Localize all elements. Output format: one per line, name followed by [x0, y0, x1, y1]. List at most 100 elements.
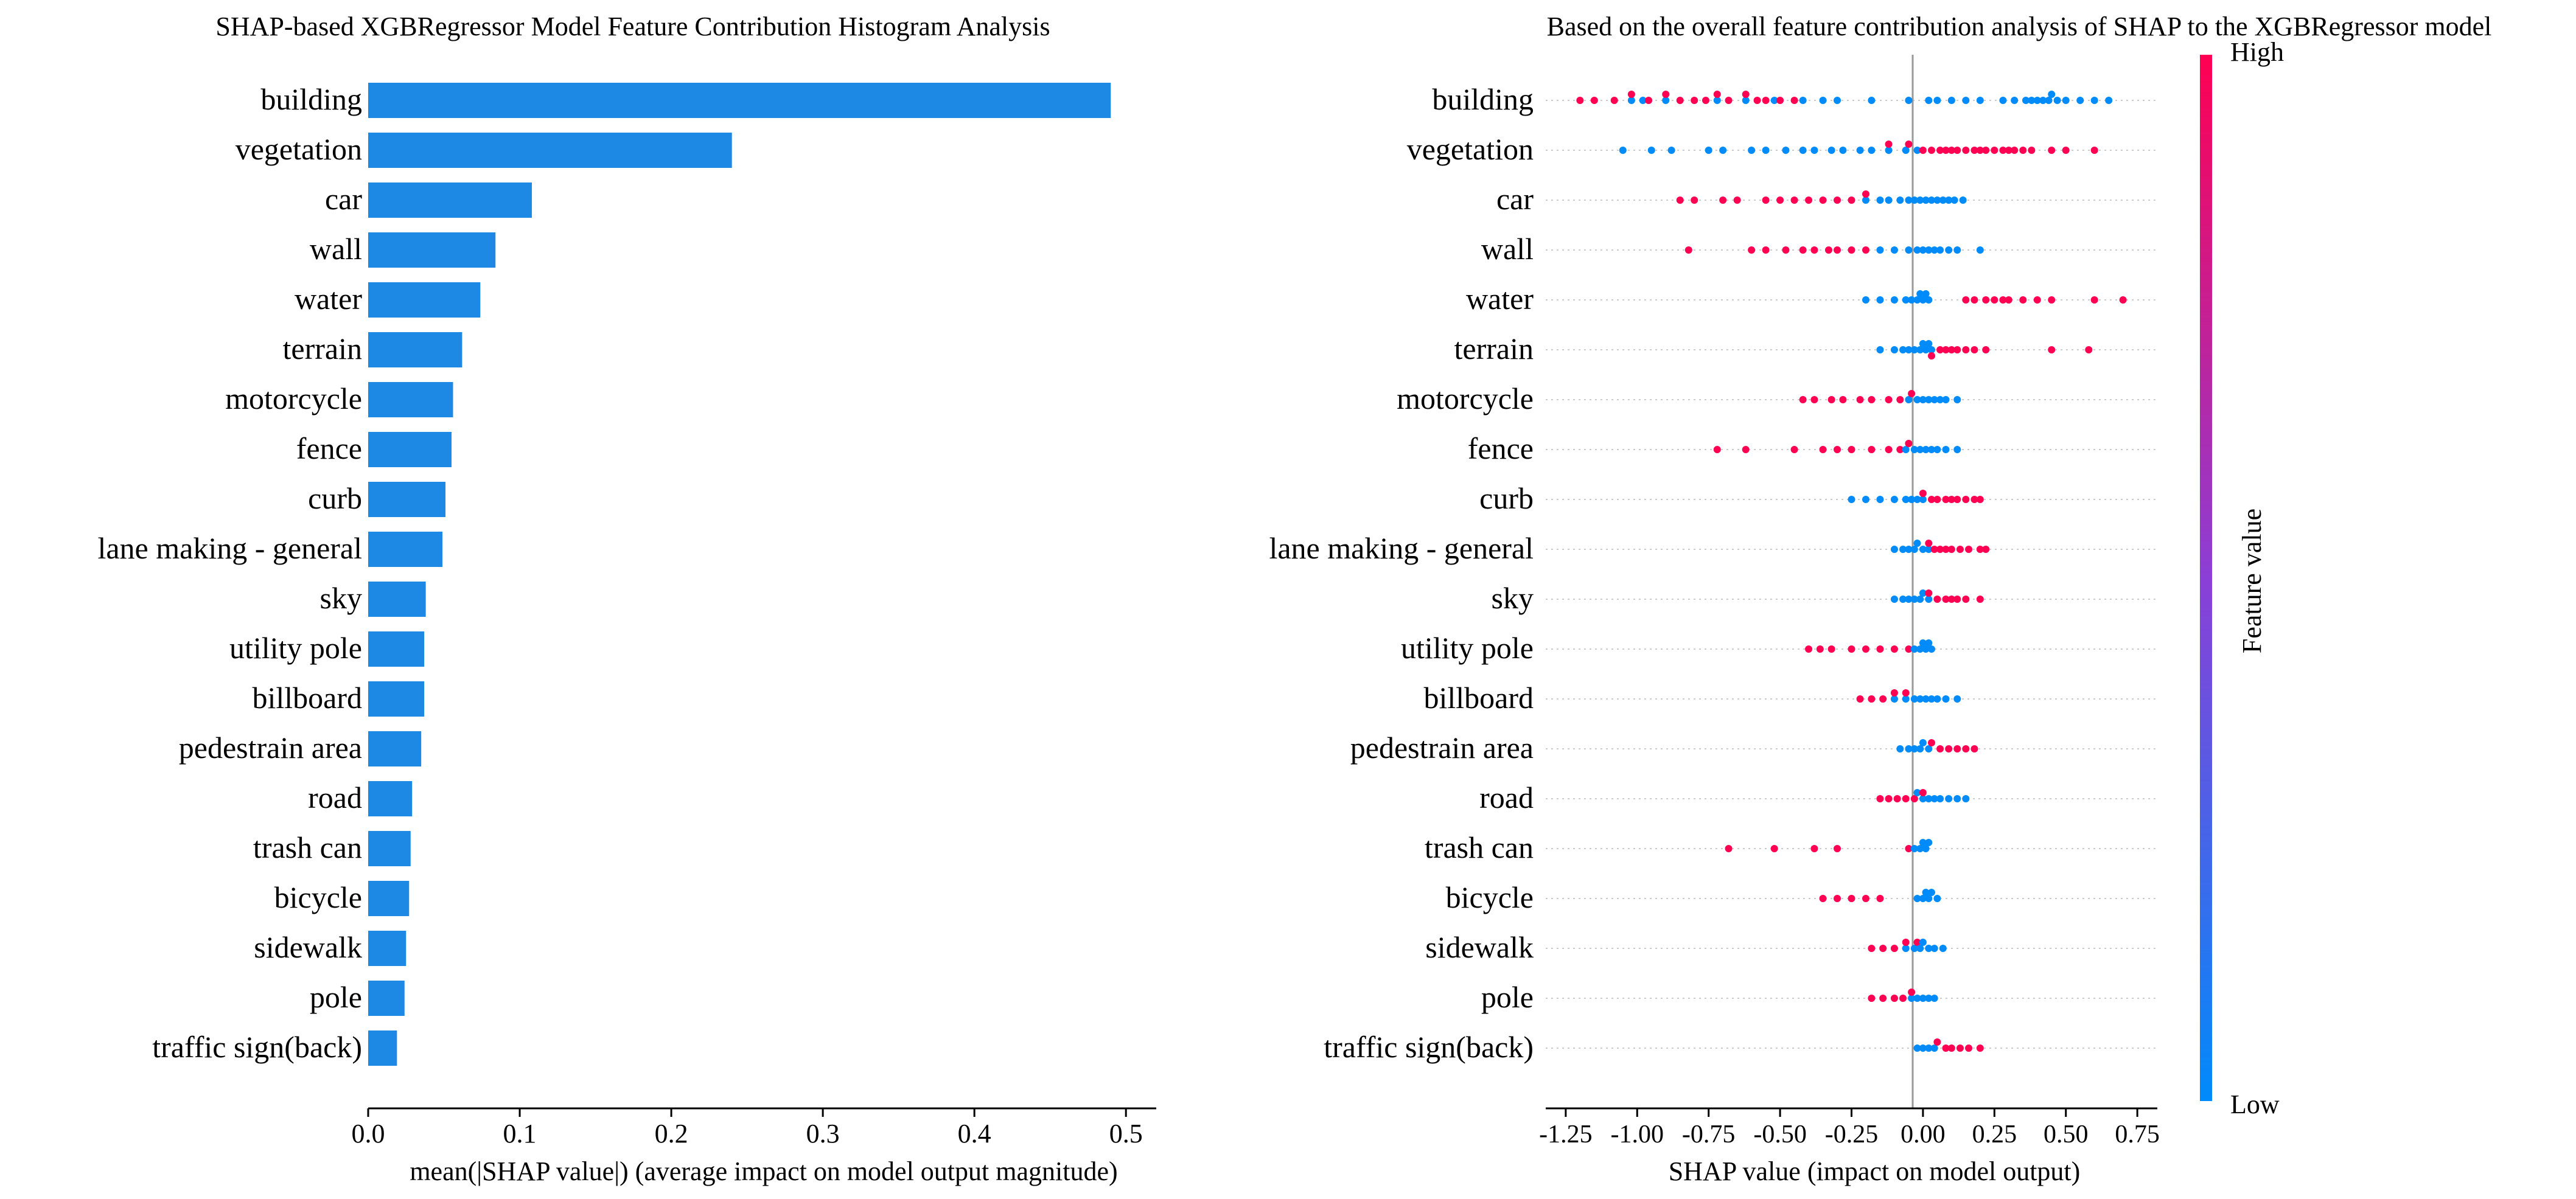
shap-point [1770, 845, 1778, 852]
shap-point [1927, 695, 1935, 703]
shap-point [1916, 845, 1924, 852]
shap-point [1930, 1044, 1938, 1052]
bar [368, 83, 1111, 118]
shap-point [1790, 446, 1798, 453]
shap-point [1868, 945, 1876, 952]
shap-point [1908, 390, 1916, 397]
shap-point [1776, 196, 1784, 204]
shap-point [1999, 147, 2007, 154]
shap-point [1927, 446, 1935, 453]
beeswarm-y-tick-label: sidewalk [1425, 930, 1534, 964]
shap-point [1885, 141, 1893, 148]
shap-point [1896, 446, 1904, 453]
shap-point [1762, 246, 1770, 254]
shap-point [1913, 246, 1921, 254]
beeswarm-y-tick-label: motorcycle [1397, 381, 1534, 415]
bar-y-tick-labels: building vegetation car wall water terrain mot… [97, 82, 362, 1064]
shap-point [1976, 546, 1984, 553]
shap-point [1925, 839, 1933, 846]
shap-point [1919, 589, 1927, 597]
shap-point [1908, 995, 1916, 1002]
shap-point [1902, 945, 1910, 952]
shap-point [1719, 147, 1727, 154]
shap-point [1899, 596, 1907, 603]
shap-point [2033, 296, 2041, 304]
shap-point [1942, 396, 1950, 403]
shap-point [1890, 945, 1898, 952]
shap-point [1910, 745, 1918, 752]
shap-point [1982, 147, 1990, 154]
shap-point [1962, 596, 1970, 603]
shap-point [1919, 789, 1927, 796]
bar-y-tick-label: utility pole [229, 631, 362, 665]
shap-point [1925, 97, 1933, 104]
shap-point [1942, 596, 1950, 603]
shap-point [1896, 745, 1904, 752]
bar-y-tick-label: curb [308, 481, 362, 515]
shap-point [1913, 147, 1921, 154]
shap-point [1662, 97, 1670, 104]
shap-point [1790, 196, 1798, 204]
shap-point [1953, 745, 1961, 752]
shap-point [1834, 446, 1841, 453]
shap-point [1834, 196, 1841, 204]
shap-point [1799, 396, 1807, 403]
shap-point [1902, 296, 1910, 304]
shap-point [1848, 496, 1855, 503]
shap-point [1950, 196, 1958, 204]
shap-point [1945, 196, 1953, 204]
shap-point [2048, 91, 2056, 98]
bar-y-tick-label: road [308, 780, 362, 815]
bar-y-tick-label: billboard [252, 681, 362, 715]
bar-chart-title: SHAP-based XGBRegressor Model Feature Co… [215, 12, 1050, 41]
shap-point [1919, 995, 1927, 1002]
shap-point [1910, 845, 1918, 852]
beeswarm-x-tick-label: -0.75 [1682, 1121, 1736, 1149]
shap-point [1899, 546, 1907, 553]
shap-point [1942, 1044, 1950, 1052]
shap-point [1834, 97, 1841, 104]
shap-point [1910, 645, 1918, 653]
shap-point [1930, 795, 1938, 802]
shap-point [1927, 352, 1935, 360]
shap-point [1933, 596, 1941, 603]
bar-y-tick-label: sidewalk [254, 930, 362, 964]
bar-y-tick-label: trash can [253, 830, 362, 864]
shap-point [1916, 645, 1924, 653]
shap-point [1876, 196, 1884, 204]
shap-point [1868, 995, 1876, 1002]
shap-point [2048, 296, 2056, 304]
bar [368, 931, 407, 966]
shap-point [1962, 147, 1970, 154]
bar-x-axis-label: mean(|SHAP value|) (average impact on mo… [410, 1156, 1117, 1186]
shap-point [1908, 296, 1916, 304]
shap-point [1691, 97, 1698, 104]
shap-point [1885, 396, 1893, 403]
shap-point [1976, 496, 1984, 503]
beeswarm-x-tick-label: -1.25 [1539, 1121, 1593, 1149]
shap-point [1839, 147, 1847, 154]
shap-point [1885, 196, 1893, 204]
shap-point [1834, 845, 1841, 852]
shap-point [1922, 645, 1930, 653]
shap-point [1713, 446, 1721, 453]
shap-point [1762, 97, 1770, 104]
shap-point [1913, 995, 1921, 1002]
shap-point [1816, 645, 1824, 653]
shap-point [1748, 147, 1756, 154]
shap-point [1905, 196, 1913, 204]
bar-y-tick-label: wall [310, 232, 362, 266]
shap-point [1702, 97, 1709, 104]
shap-point [1976, 246, 1984, 254]
shap-point [1713, 97, 1721, 104]
shap-point [1762, 147, 1770, 154]
shap-point [1970, 346, 1978, 353]
shap-point [1913, 895, 1921, 902]
shap-point [1910, 596, 1918, 603]
bar-chart: SHAP-based XGBRegressor Model Feature Co… [97, 12, 1156, 1186]
shap-point [1947, 346, 1955, 353]
shap-point [1942, 695, 1950, 703]
shap-point [2039, 97, 2047, 104]
bar [368, 731, 422, 766]
shap-point [1890, 645, 1898, 653]
